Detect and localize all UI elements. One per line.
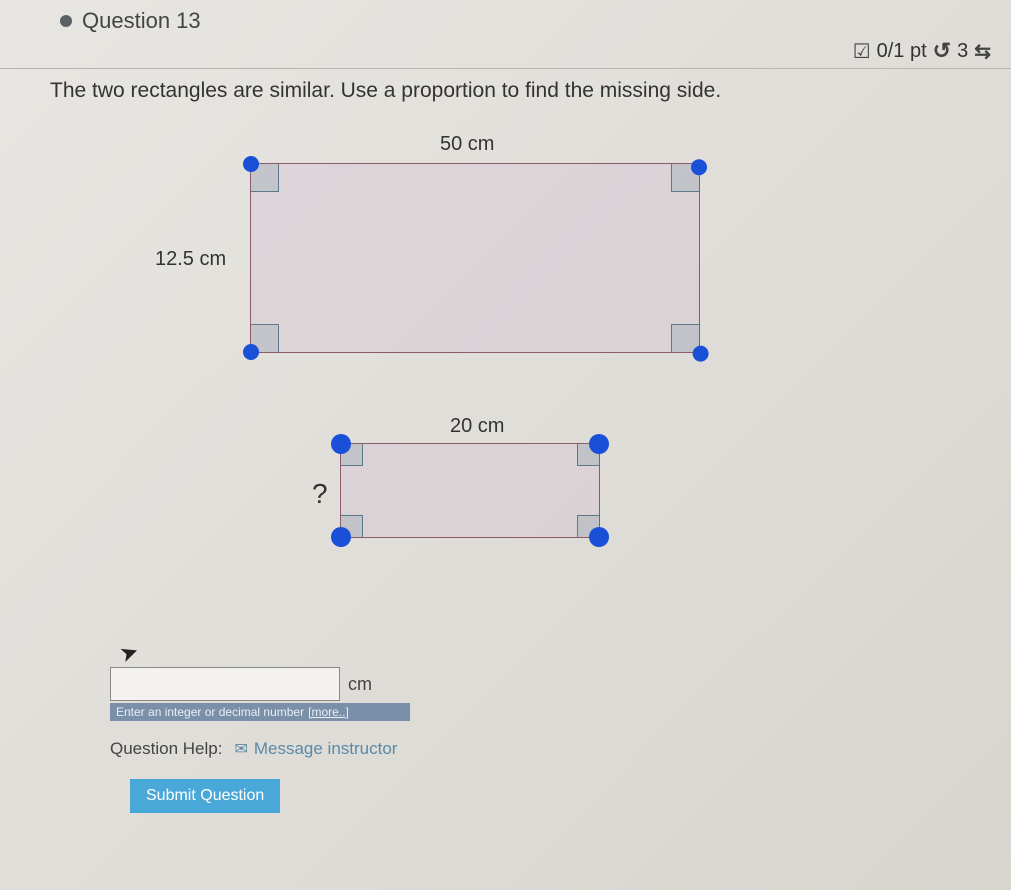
rect1-shape: [250, 163, 700, 353]
attempts-text: 3: [957, 40, 968, 63]
vertex-icon: [243, 344, 259, 360]
question-prompt: The two rectangles are similar. Use a pr…: [50, 79, 971, 103]
message-instructor-link[interactable]: Message instructor: [234, 739, 397, 759]
question-title-wrap: Question 13: [60, 8, 201, 34]
rect2-height-label: ?: [312, 478, 328, 510]
rect2-width-label: 20 cm: [450, 415, 504, 438]
question-header: Question 13 0/1 pt 3: [0, 0, 1011, 69]
answer-input[interactable]: [110, 667, 340, 701]
rect1-width-label: 50 cm: [440, 133, 494, 156]
vertex-icon: [693, 346, 709, 362]
vertex-icon: [331, 434, 351, 454]
submit-button[interactable]: Submit Question: [130, 779, 280, 813]
content-area: The two rectangles are similar. Use a pr…: [0, 69, 1011, 813]
hint-more-link[interactable]: [more..]: [308, 705, 349, 719]
rect2-shape: [340, 443, 600, 538]
rectangle-small: 20 cm ?: [340, 443, 600, 538]
message-instructor-text: Message instructor: [254, 739, 398, 759]
hint-text: Enter an integer or decimal number: [116, 705, 304, 719]
mail-icon: [234, 739, 247, 759]
vertex-icon: [243, 156, 259, 172]
input-hint: Enter an integer or decimal number [more…: [110, 703, 410, 721]
rect1-height-label: 12.5 cm: [155, 248, 226, 271]
answer-row: cm: [110, 667, 971, 701]
vertex-icon: [691, 159, 707, 175]
help-row: Question Help: Message instructor: [110, 739, 971, 759]
vertex-icon: [331, 527, 351, 547]
help-label: Question Help:: [110, 739, 222, 759]
rectangle-large: 50 cm 12.5 cm: [250, 163, 700, 353]
unit-label: cm: [348, 674, 372, 695]
question-title: Question 13: [82, 8, 201, 34]
score-text: 0/1 pt: [877, 40, 927, 63]
vertex-icon: [589, 527, 609, 547]
refresh-icon[interactable]: [974, 39, 991, 64]
score-display: 0/1 pt 3: [853, 38, 991, 64]
vertex-icon: [589, 434, 609, 454]
diagram-area: 50 cm 12.5 cm 20 cm ?: [50, 143, 971, 663]
retry-icon[interactable]: [933, 38, 951, 64]
bullet-icon: [60, 15, 72, 27]
check-icon: [853, 39, 871, 64]
